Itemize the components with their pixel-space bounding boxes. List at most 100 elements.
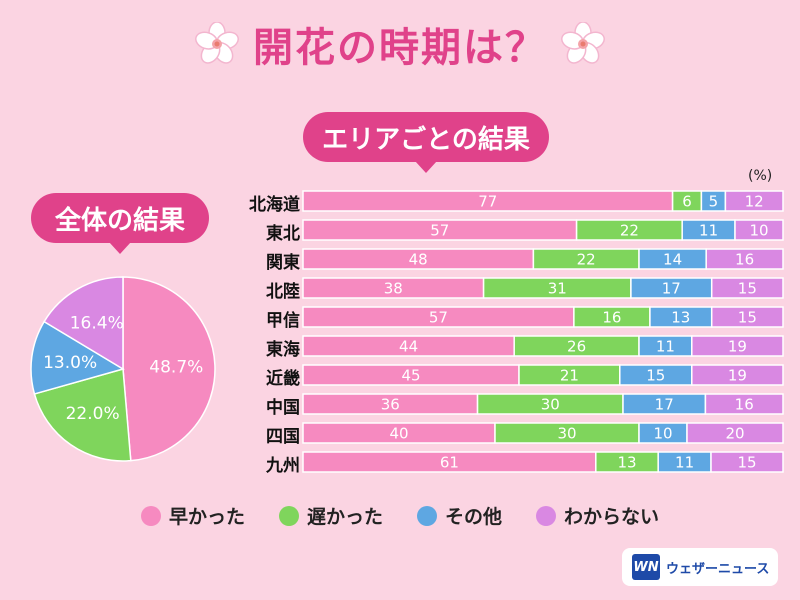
page-title: 開花の時期は？ bbox=[253, 25, 547, 71]
bar-value-label: 11 bbox=[675, 454, 694, 472]
cherry-blossom-icon bbox=[195, 22, 239, 64]
bar-value-label: 38 bbox=[384, 280, 403, 298]
bar-value-label: 10 bbox=[653, 425, 672, 443]
pie-slice bbox=[122, 276, 216, 462]
region-label: 東海 bbox=[266, 340, 300, 360]
bar-segment bbox=[476, 393, 624, 415]
bar-value-label: 15 bbox=[737, 454, 756, 472]
bar-value-label: 22 bbox=[577, 251, 596, 269]
bar-segment bbox=[302, 335, 515, 357]
bar-value-label: 12 bbox=[745, 193, 764, 211]
bar-value-label: 61 bbox=[440, 454, 459, 472]
bar-segment bbox=[302, 190, 674, 212]
region-label: 東北 bbox=[266, 224, 300, 244]
bar-value-label: 77 bbox=[478, 193, 497, 211]
bar-value-label: 13 bbox=[671, 309, 690, 327]
bar-segment bbox=[302, 393, 479, 415]
bar-segment bbox=[704, 393, 784, 415]
region-label: 四国 bbox=[266, 427, 300, 447]
bar-value-label: 19 bbox=[728, 338, 747, 356]
bar-value-label: 30 bbox=[557, 425, 576, 443]
bar-value-label: 10 bbox=[749, 222, 768, 240]
bar-value-label: 13 bbox=[617, 454, 636, 472]
bar-segment bbox=[638, 248, 707, 270]
bar-segment bbox=[575, 219, 683, 241]
bar-value-label: 19 bbox=[728, 367, 747, 385]
region-label: 近畿 bbox=[266, 369, 300, 389]
bar-segment bbox=[513, 335, 640, 357]
bar-value-label: 11 bbox=[699, 222, 718, 240]
pie-slice-label: 13.0% bbox=[43, 353, 97, 373]
pie-slice-label: 48.7% bbox=[149, 358, 203, 378]
pie-slice-label: 22.0% bbox=[66, 404, 120, 424]
region-label: 関東 bbox=[266, 253, 300, 273]
legend-label: 早かった bbox=[168, 506, 245, 528]
bar-segment bbox=[686, 422, 784, 444]
bar-segment bbox=[724, 190, 784, 212]
legend: 早かった 遅かった その他 わからない bbox=[0, 502, 800, 529]
bar-segment bbox=[691, 335, 784, 357]
bar-value-label: 44 bbox=[399, 338, 418, 356]
bar-value-label: 57 bbox=[430, 222, 449, 240]
bar-value-label: 14 bbox=[663, 251, 682, 269]
legend-label: その他 bbox=[445, 506, 503, 528]
bar-segment bbox=[630, 277, 713, 299]
pie-slice bbox=[33, 368, 132, 462]
bar-value-label: 20 bbox=[725, 425, 744, 443]
bar-value-label: 5 bbox=[709, 193, 719, 211]
bar-segment bbox=[573, 306, 651, 328]
legend-swatch bbox=[536, 505, 557, 526]
bar-value-label: 40 bbox=[389, 425, 408, 443]
bar-value-label: 26 bbox=[567, 338, 586, 356]
bar-value-label: 16 bbox=[735, 251, 754, 269]
bar-segment bbox=[657, 451, 712, 473]
area-results-label: エリアごとの結果 bbox=[303, 112, 549, 173]
region-label: 九州 bbox=[266, 456, 300, 476]
overall-pie-chart: 48.7% 22.0% 13.0% 16.4% bbox=[30, 276, 216, 462]
logo-text: ウェザーニュース bbox=[666, 561, 770, 577]
bar-value-label: 45 bbox=[401, 367, 420, 385]
bar-segment bbox=[681, 219, 736, 241]
bar-value-label: 16 bbox=[602, 309, 621, 327]
bar-segment bbox=[482, 277, 632, 299]
bar-segment bbox=[302, 306, 575, 328]
bar-value-label: 36 bbox=[381, 396, 400, 414]
region-label: 中国 bbox=[266, 398, 300, 418]
legend-swatch bbox=[140, 505, 161, 526]
bar-segment bbox=[691, 364, 784, 386]
bar-value-label: 15 bbox=[646, 367, 665, 385]
bar-value-label: 16 bbox=[735, 396, 754, 414]
bar-segment bbox=[302, 219, 578, 241]
bar-value-label: 22 bbox=[620, 222, 639, 240]
bar-value-label: 11 bbox=[656, 338, 675, 356]
bar-segment bbox=[638, 335, 693, 357]
legend-item-unknown: わからない bbox=[536, 502, 659, 529]
bar-value-label: 31 bbox=[548, 280, 567, 298]
bar-segment bbox=[705, 248, 784, 270]
bar-segment bbox=[671, 190, 703, 212]
bar-value-label: 21 bbox=[560, 367, 579, 385]
unit-label: (%) bbox=[748, 168, 773, 184]
bar-segment bbox=[710, 306, 784, 328]
legend-label: わからない bbox=[564, 506, 660, 528]
bar-value-label: 17 bbox=[655, 396, 674, 414]
bar-segment bbox=[700, 190, 727, 212]
bar-segment bbox=[302, 248, 535, 270]
bar-value-label: 57 bbox=[429, 309, 448, 327]
bar-segment bbox=[595, 451, 659, 473]
bar-value-label: 17 bbox=[662, 280, 681, 298]
cherry-blossom-icon bbox=[561, 22, 605, 64]
bar-value-label: 30 bbox=[541, 396, 560, 414]
pie-slice-label: 16.4% bbox=[70, 314, 124, 334]
bar-segment bbox=[622, 393, 707, 415]
weathernews-logo: WN ウェザーニュース bbox=[622, 548, 778, 586]
pie-slice bbox=[30, 320, 125, 395]
bar-segment bbox=[649, 306, 713, 328]
bar-segment bbox=[302, 422, 496, 444]
bar-segment bbox=[710, 451, 784, 473]
bar-segment bbox=[532, 248, 640, 270]
overall-results-label: 全体の結果 bbox=[31, 193, 209, 254]
bar-segment bbox=[302, 364, 520, 386]
legend-item-early: 早かった bbox=[140, 502, 245, 529]
logo-mark: WN bbox=[632, 554, 660, 580]
